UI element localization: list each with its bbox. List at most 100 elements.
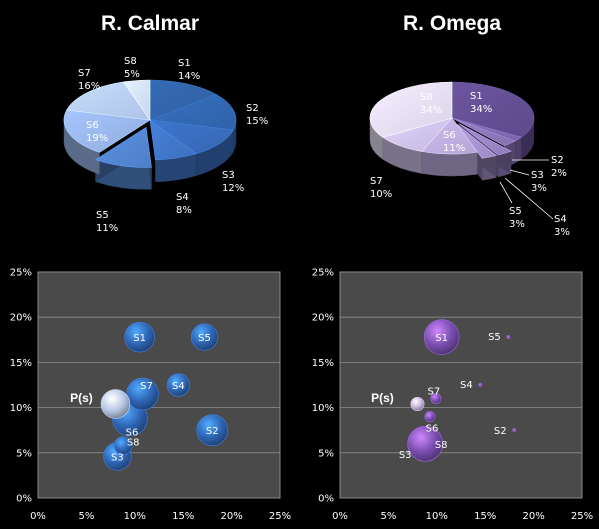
bubble-label: S1 [133,333,146,344]
pie-label-value: 3% [531,183,547,194]
pie-label-name: S8 [420,92,433,103]
bubble-label: S8 [127,438,140,449]
y-tick-label: 0% [318,494,334,505]
bubble-label: S7 [427,387,440,398]
pie-chart-omega: R. Omega S1 34% S2 2% S3 3% S4 3% S5 3% S6 11% S7 10%… [369,12,570,238]
bubble-label: P(s) [371,391,394,405]
y-tick-label: 25% [312,268,334,279]
pie-leader-line [499,181,513,204]
pie-label-value: 14% [178,71,200,82]
pie-label-value: 5% [124,69,140,80]
bubble-label: P(s) [70,391,93,405]
bubble-s7 [430,393,442,405]
pie-label-name: S5 [96,210,109,221]
x-tick-label: 5% [380,511,396,522]
pie-slice-s5 [456,123,497,159]
x-tick-label: 0% [332,511,348,522]
plot-area [339,271,583,499]
pie-slice-s7 [66,81,151,121]
bubble-label: S4 [460,380,473,391]
y-tick-label: 10% [10,403,32,414]
bubble-s4 [478,383,483,387]
bubble-label: S5 [198,333,211,344]
pie-label-value: 16% [78,81,100,92]
bubble-s1 [423,319,460,355]
y-tick-label: 0% [16,494,32,505]
pie-label-name: S1 [470,91,483,102]
pie-label-value: 8% [176,205,192,216]
bubble-s2 [196,414,229,446]
pie-leader-line [509,169,530,176]
x-tick-label: 10% [124,511,146,522]
bubble-ps [100,389,131,419]
bubble-s4 [166,373,190,397]
bubble-s5 [190,323,219,351]
x-tick-label: 20% [220,511,242,522]
bubble-chart-calmar: 0% 5% 10% 15% 20% 25% 0% 5% 10% 15% 20% 25% S1 S2 S3 S4… [10,268,291,523]
y-tick-label: 15% [312,358,334,369]
pie-slice-side-s6 [421,151,478,177]
bubble-label: S2 [206,426,219,437]
y-tick-label: 5% [318,448,334,459]
pie-leader-line [504,177,554,220]
pie-slice-s6 [63,109,151,153]
bubble-label: S5 [488,332,501,343]
bubble-label: S4 [172,381,185,392]
y-tick-label: 25% [10,268,32,279]
pie-slice-s3 [148,119,234,155]
bubble-s6 [424,411,436,423]
bubble-label: S1 [435,333,448,344]
pie-label-name: S4 [176,192,189,203]
pie-slice-s4 [149,119,197,161]
pie-label-name: S4 [554,214,567,225]
bubble-label: S8 [435,440,448,451]
pie-label-value: 3% [509,219,525,230]
x-tick-label: 25% [269,511,291,522]
bubble-label: S3 [399,450,412,461]
pie-label-value: 10% [370,189,392,200]
pie-label-value: 34% [420,105,442,116]
pie-label-name: S3 [531,170,544,181]
pie-slice-s8 [122,79,151,121]
pie-label-value: 2% [551,168,567,179]
pie-label-name: S5 [509,206,522,217]
pie-label-name: S1 [178,58,191,69]
pie-label-value: 11% [443,143,465,154]
x-tick-label: 25% [571,511,593,522]
pie-label-name: S3 [222,170,235,181]
pie-chart-calmar: R. Calmar S1 14% S2 15% S3 12% S4 8% S5 11% S6 19% S… [63,12,268,234]
bubble-label: S6 [426,424,439,435]
x-tick-label: 10% [426,511,448,522]
y-tick-label: 5% [16,448,32,459]
pie-label-value: 34% [470,104,492,115]
pie-label-name: S7 [370,176,383,187]
bubble-label: S6 [126,427,139,438]
pie-label-value: 11% [96,223,118,234]
bubble-s8 [113,436,133,455]
bubble-s5 [506,335,511,340]
bubble-s2 [512,428,517,433]
x-tick-label: 20% [522,511,544,522]
x-tick-label: 5% [78,511,94,522]
x-tick-label: 15% [172,511,194,522]
bubble-ps [410,396,425,411]
pie-title: R. Omega [403,12,501,35]
bubble-label: S7 [140,381,153,392]
pie-slice-s4 [458,123,512,156]
plot-area [37,271,281,499]
bubble-label: S2 [494,426,507,437]
y-tick-label: 15% [10,358,32,369]
pie-label-name: S2 [551,155,564,166]
x-tick-label: 0% [30,511,46,522]
pie-slice-s1 [149,79,217,121]
pie-slice-side-s2 [514,136,522,164]
pie-label-value: 12% [222,183,244,194]
pie-label-name: S2 [246,103,259,114]
bubble-s8 [407,425,443,462]
pie-slice-s5 [94,126,152,168]
y-tick-label: 20% [10,313,32,324]
pie-label-value: 3% [554,227,570,238]
bubble-s1 [124,321,155,353]
pie-label-name: S6 [86,120,99,131]
